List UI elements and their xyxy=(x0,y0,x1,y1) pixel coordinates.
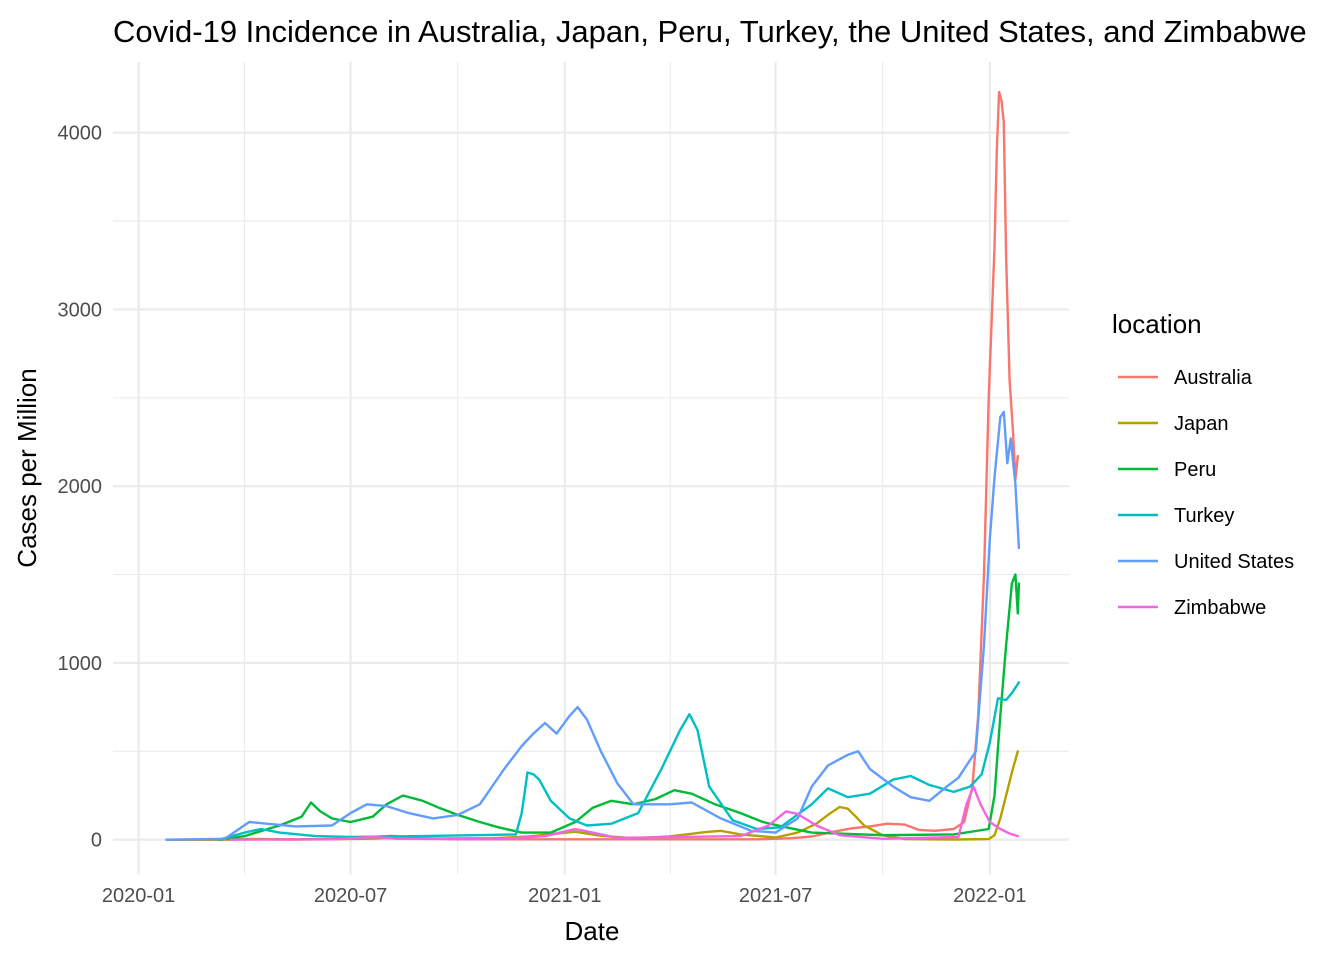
x-tick-label: 2020-07 xyxy=(314,885,387,907)
series-line-australia xyxy=(165,90,1019,841)
legend-item-united-states: United States xyxy=(1118,551,1294,573)
legend-item-japan: Japan xyxy=(1118,413,1229,435)
grid-lines xyxy=(113,62,1069,875)
legend-item-turkey: Turkey xyxy=(1118,505,1234,527)
y-tick-label: 4000 xyxy=(58,123,103,145)
chart-title: Covid-19 Incidence in Australia, Japan, … xyxy=(113,14,1307,49)
legend-label: Australia xyxy=(1174,367,1253,389)
legend: location Australia Japan Peru Turkey United … xyxy=(1112,309,1294,619)
y-tick-label: 1000 xyxy=(58,653,103,675)
legend-item-australia: Australia xyxy=(1118,367,1253,389)
series-line-peru xyxy=(217,573,1021,841)
legend-label: Peru xyxy=(1174,459,1216,481)
x-tick-label: 2021-01 xyxy=(528,885,601,907)
legend-items: Australia Japan Peru Turkey United States Zim… xyxy=(1118,367,1294,619)
legend-title: location xyxy=(1112,309,1202,339)
legend-item-zimbabwe: Zimbabwe xyxy=(1118,597,1266,619)
y-tick-label: 3000 xyxy=(58,299,103,321)
legend-label: Japan xyxy=(1174,413,1229,435)
series-line-united-states xyxy=(165,410,1021,841)
legend-label: Turkey xyxy=(1174,505,1234,527)
x-tick-label: 2021-07 xyxy=(739,885,812,907)
x-tick-label: 2020-01 xyxy=(102,885,175,907)
legend-label: Zimbabwe xyxy=(1174,597,1266,619)
y-tick-label: 0 xyxy=(91,830,102,852)
series-lines xyxy=(165,90,1021,841)
series-line-zimbabwe xyxy=(229,785,1019,841)
legend-label: United States xyxy=(1174,551,1294,573)
y-tick-label: 2000 xyxy=(58,476,103,498)
x-tick-labels: 2020-01 2020-07 2021-01 2021-07 2022-01 xyxy=(102,885,1027,907)
x-axis-title: Date xyxy=(565,916,620,946)
legend-item-peru: Peru xyxy=(1118,459,1216,481)
series-line-turkey xyxy=(217,681,1021,841)
x-tick-label: 2022-01 xyxy=(953,885,1026,907)
y-axis-title: Cases per Million xyxy=(12,368,42,567)
y-tick-labels: 0 1000 2000 3000 4000 xyxy=(58,123,103,852)
